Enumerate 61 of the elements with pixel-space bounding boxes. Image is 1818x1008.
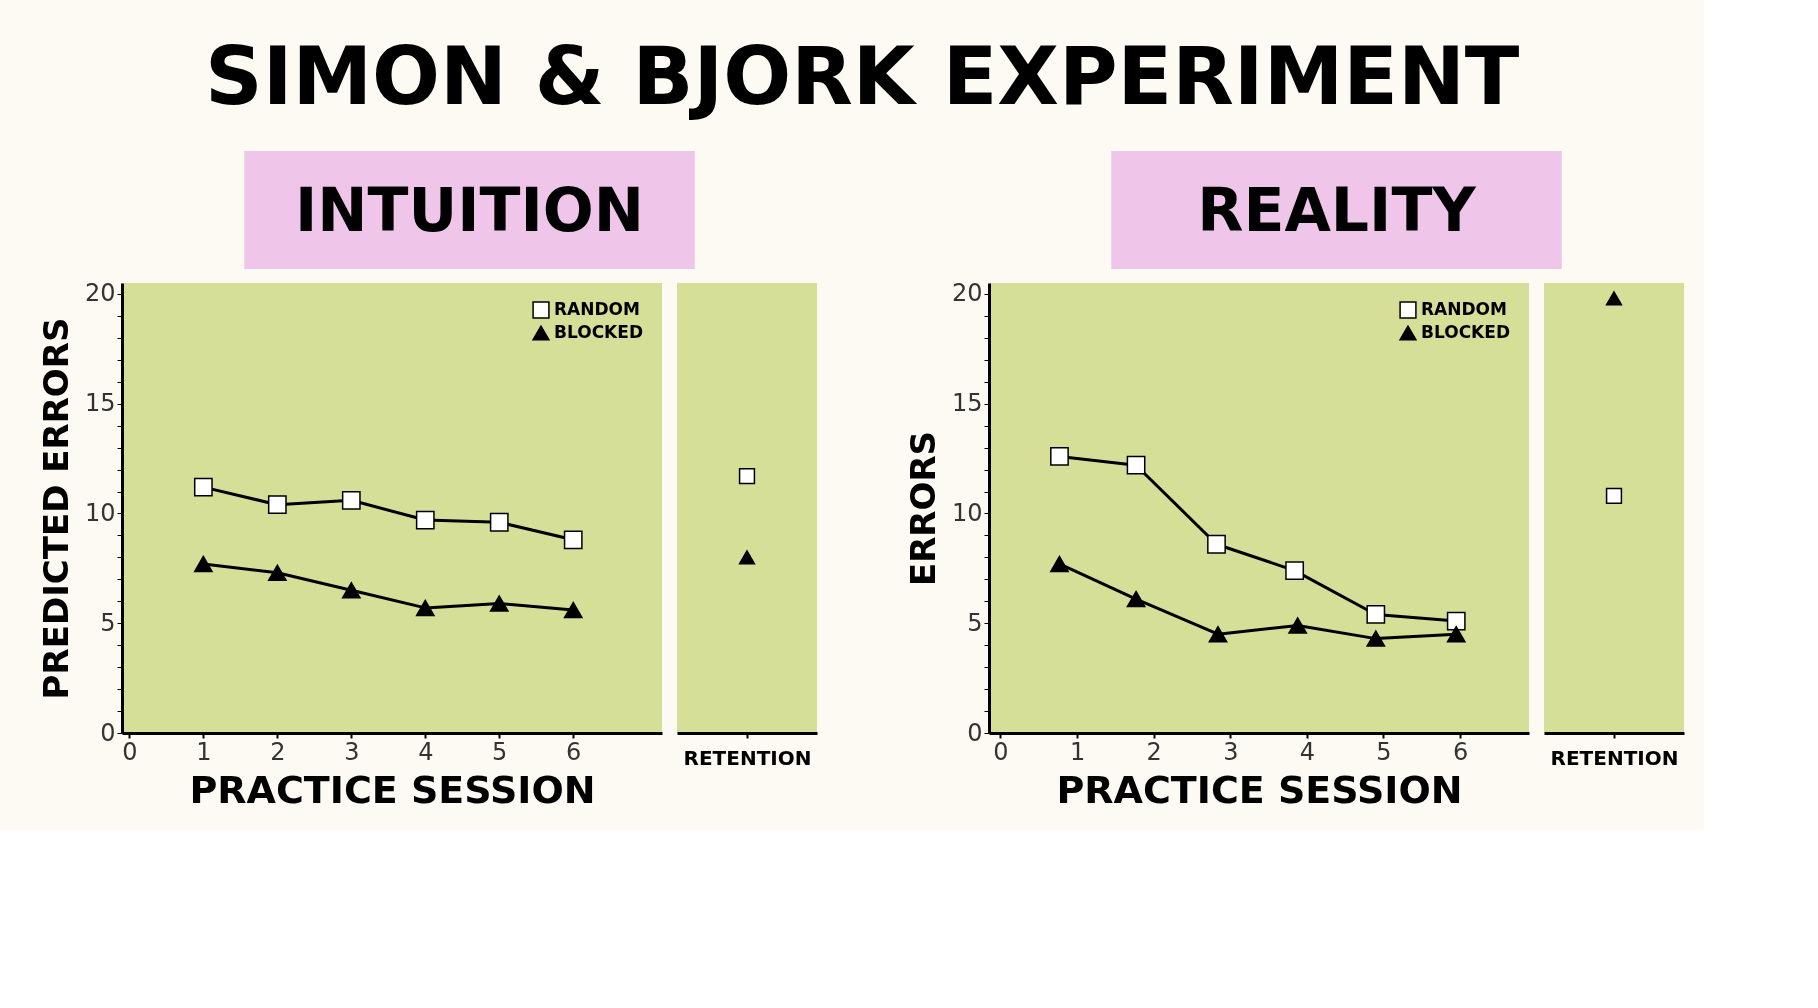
x-tick-label: RETENTION — [683, 745, 812, 770]
point — [267, 495, 287, 515]
point — [1126, 590, 1146, 608]
point — [341, 582, 361, 599]
y-tick-label: 10 — [951, 498, 983, 527]
x-tick-label: 0 — [993, 737, 1009, 766]
point — [267, 564, 287, 582]
legend-label: RANDOM — [1421, 299, 1507, 319]
y-tick-label: 20 — [84, 279, 116, 308]
point — [563, 530, 583, 550]
x-tick-label: 4 — [418, 737, 434, 766]
point — [489, 595, 509, 612]
x-tick-label: 0 — [122, 737, 138, 766]
point — [341, 490, 361, 510]
point — [1446, 611, 1466, 631]
y-axis-title: PREDICTED ERRORS — [35, 317, 76, 700]
x-tick-label: 6 — [566, 737, 582, 766]
x-axis-title: PRACTICE SESSION — [1056, 767, 1463, 812]
y-tick-label: 15 — [84, 389, 116, 418]
x-axis-title: PRACTICE SESSION — [189, 767, 596, 812]
point — [489, 512, 509, 532]
x-tick-label: 5 — [1376, 737, 1392, 766]
y-tick-label: 0 — [100, 718, 116, 747]
x-tick-label: 1 — [1069, 737, 1086, 766]
y-tick-label: 5 — [100, 608, 116, 637]
y-tick-label: 10 — [84, 498, 116, 527]
x-tick-label: 4 — [1299, 737, 1316, 766]
chart-subtitle: REALITY — [1197, 175, 1478, 245]
x-tick-label: RETENTION — [1550, 745, 1679, 770]
x-tick-label: 6 — [1452, 737, 1469, 766]
point — [1446, 625, 1466, 643]
x-tick-label: 3 — [344, 737, 360, 766]
point — [1207, 534, 1226, 554]
point — [193, 477, 213, 497]
legend-label: RANDOM — [554, 299, 640, 319]
y-tick-label: 15 — [951, 389, 983, 418]
point — [563, 601, 583, 619]
legend-label: BLOCKED — [1421, 322, 1511, 342]
x-tick-label: 2 — [1146, 737, 1162, 766]
x-tick-label: 5 — [492, 737, 508, 766]
point — [1050, 555, 1069, 573]
y-tick-label: 20 — [951, 279, 983, 308]
point — [1285, 561, 1305, 580]
point — [193, 555, 213, 573]
text: SIMON & BJORK EXPERIMENT — [205, 30, 1520, 123]
x-tick-label: 2 — [270, 737, 286, 766]
point — [1366, 605, 1386, 624]
legend-label: BLOCKED — [554, 322, 644, 342]
point — [1366, 630, 1386, 647]
point — [415, 599, 435, 617]
chart-subtitle: INTUITION — [295, 175, 644, 245]
point — [415, 510, 435, 530]
x-tick-label: 3 — [1223, 737, 1239, 766]
point — [1208, 625, 1228, 643]
y-tick-label: 5 — [967, 608, 983, 637]
y-axis-title: ERRORS — [902, 430, 943, 587]
point — [1288, 617, 1308, 634]
y-tick-label: 0 — [967, 718, 983, 747]
x-tick-label: 1 — [196, 737, 212, 766]
point — [1050, 447, 1069, 466]
point — [1126, 455, 1146, 475]
